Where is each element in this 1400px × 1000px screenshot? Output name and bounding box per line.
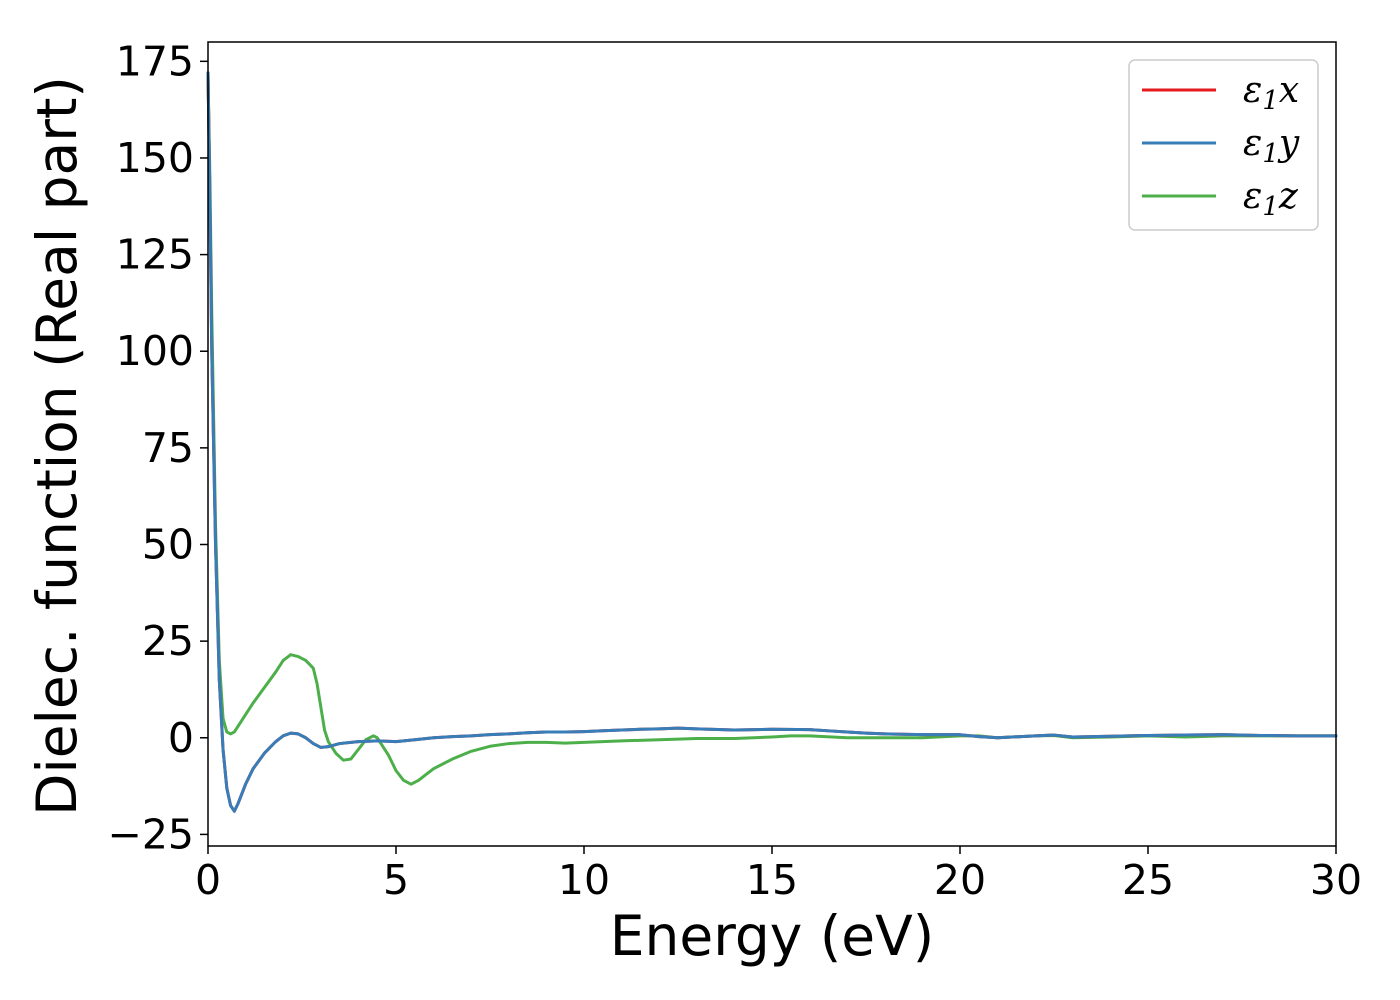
y-tick-label: 25 [142, 617, 194, 665]
legend: ε1x ε1y ε1z [1128, 59, 1319, 231]
y-tick-label: 0 [168, 714, 194, 762]
y-tick-label: 75 [142, 424, 194, 472]
y-tick-label: 125 [116, 231, 194, 279]
x-tick-label: 15 [746, 856, 798, 904]
legend-label-z: ε1z [1243, 176, 1299, 222]
legend-label-y: ε1y [1243, 123, 1300, 169]
legend-frame [1128, 59, 1319, 231]
y-tick-label: 175 [116, 37, 194, 85]
x-tick-label: 10 [558, 856, 610, 904]
y-tick-label: 50 [142, 521, 194, 569]
legend-label-x: ε1x [1243, 70, 1299, 116]
x-tick-label: 30 [1310, 856, 1362, 904]
y-tick-label: −25 [107, 810, 194, 858]
y-tick-label: 100 [116, 327, 194, 375]
series-layer [206, 71, 1338, 813]
series-line-y [206, 71, 1338, 813]
x-tick-label: 5 [383, 856, 409, 904]
x-tick-label: 25 [1122, 856, 1174, 904]
x-tick-label: 20 [934, 856, 986, 904]
y-axis-label: Dielec. function (Real part) [25, 76, 89, 816]
y-axis-ticks: −25 0 25 50 75 100 125 150 175 [107, 37, 208, 858]
x-axis-ticks: 0 5 10 15 20 25 30 [195, 846, 1362, 904]
x-tick-label: 0 [195, 856, 221, 904]
y-tick-label: 150 [116, 134, 194, 182]
x-axis-label: Energy (eV) [610, 904, 934, 968]
